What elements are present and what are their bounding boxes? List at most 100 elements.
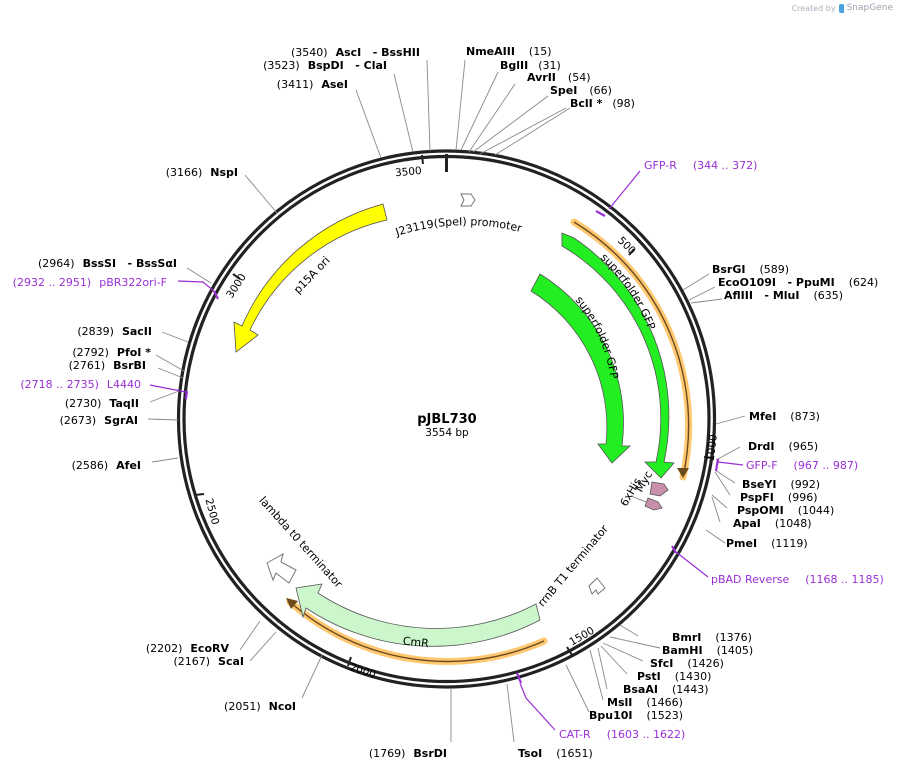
orf-arcs	[286, 218, 693, 665]
svg-text:NmeAIII(15): NmeAIII (15)	[466, 45, 552, 58]
snapgene-logo-icon	[838, 3, 844, 13]
primer-l4440[interactable]: (2718 .. 2735) L4440	[20, 378, 141, 391]
site-ncoi[interactable]: (2051) NcoI	[224, 700, 296, 713]
restriction-site-labels: NmeAIII (15) BglII (31) AvrII (54) SpeI (66)…	[38, 45, 878, 760]
svg-text:Bpu10I(1523): Bpu10I (1523)	[589, 709, 683, 722]
svg-text:(3523)BspDI - ClaI: (3523) BspDI - ClaI	[263, 59, 387, 72]
svg-text:pBAD Reverse(1168 .. 1185): pBAD Reverse (1168 .. 1185)	[711, 573, 884, 586]
svg-text:(3411)AseI: (3411) AseI	[277, 78, 348, 91]
svg-text:PmeI(1119): PmeI (1119)	[726, 537, 808, 550]
primer-pbad-reverse[interactable]: pBAD Reverse (1168 .. 1185)	[711, 573, 884, 586]
svg-text:BsrGI(589): BsrGI (589)	[712, 263, 789, 276]
site-afei[interactable]: (2586) AfeI	[72, 459, 141, 472]
svg-text:AflIII - MluI(635): AflIII - MluI (635)	[724, 289, 843, 302]
site-pspfi[interactable]: PspFI (996)	[740, 491, 818, 504]
site-nmeaiii[interactable]: NmeAIII (15)	[466, 45, 552, 58]
site-tsoi[interactable]: TsoI (1651)	[518, 747, 593, 760]
site-pfoi[interactable]: (2792) PfoI *	[72, 346, 151, 359]
backbone	[176, 149, 717, 689]
svg-text:(2673)SgrAI: (2673) SgrAI	[60, 414, 138, 427]
site-ecoo109i[interactable]: EcoO109I - PpuMI (624)	[718, 276, 878, 289]
feature-rrnb-terminator[interactable]: rrnB T1 terminator	[535, 522, 611, 609]
site-bglii[interactable]: BglII (31)	[500, 59, 561, 72]
site-lines	[147, 59, 746, 743]
svg-text:(2051)NcoI: (2051) NcoI	[224, 700, 296, 713]
feature-p15a-ori[interactable]: p15A ori	[233, 203, 388, 353]
primer-labels: GFP-R (344 .. 372) GFP-F (967 .. 987) pBAD…	[13, 159, 884, 741]
svg-text:(2839)SacII: (2839) SacII	[77, 325, 152, 338]
svg-text:ApaI(1048): ApaI (1048)	[733, 517, 811, 530]
site-bsaai[interactable]: BsaAI (1443)	[623, 683, 709, 696]
site-avrii[interactable]: AvrII (54)	[527, 71, 591, 84]
site-bseyi[interactable]: BseYI (992)	[742, 478, 820, 491]
svg-text:J23119(SpeI) promoter: J23119(SpeI) promoter	[393, 215, 524, 239]
site-pmei[interactable]: PmeI (1119)	[726, 537, 808, 550]
site-bcli[interactable]: BclI * (98)	[570, 97, 635, 110]
tick-label-3500: 3500	[395, 165, 423, 179]
site-bsrgi[interactable]: BsrGI (589)	[712, 263, 789, 276]
feature-lambda-terminator[interactable]: lambda t0 terminator	[256, 494, 345, 591]
site-sgrai[interactable]: (2673) SgrAI	[60, 414, 138, 427]
site-asci[interactable]: (3540) AscI - BssHII	[291, 46, 420, 59]
svg-text:BclI *(98): BclI * (98)	[570, 97, 635, 110]
site-apai[interactable]: ApaI (1048)	[733, 517, 811, 530]
site-sacii[interactable]: (2839) SacII	[77, 325, 152, 338]
svg-text:MfeI(873): MfeI (873)	[749, 410, 820, 423]
site-taqii[interactable]: (2730) TaqII	[65, 397, 139, 410]
svg-text:(2586)AfeI: (2586) AfeI	[72, 459, 141, 472]
svg-text:(2792)PfoI *: (2792) PfoI *	[72, 346, 151, 359]
his-tag-icon	[644, 497, 663, 511]
svg-text:(2167)ScaI: (2167) ScaI	[173, 655, 244, 668]
site-drdi[interactable]: DrdI (965)	[748, 440, 818, 453]
svg-text:BsaAI(1443): BsaAI (1443)	[623, 683, 709, 696]
site-sfci[interactable]: SfcI (1426)	[650, 657, 724, 670]
site-bamhi[interactable]: BamHI (1405)	[662, 644, 753, 657]
primer-pbr322ori-f[interactable]: (2932 .. 2951) pBR322ori-F	[13, 276, 167, 289]
primer-gfp-r[interactable]: GFP-R (344 .. 372)	[644, 159, 757, 172]
svg-text:PstI(1430): PstI (1430)	[637, 670, 711, 683]
site-bsrdi[interactable]: (1769) BsrDI	[369, 747, 447, 760]
primer-gfp-f[interactable]: GFP-F (967 .. 987)	[746, 459, 858, 472]
svg-text:BamHI(1405): BamHI (1405)	[662, 644, 753, 657]
svg-text:(3166)NspI: (3166) NspI	[166, 166, 238, 179]
site-psti[interactable]: PstI (1430)	[637, 670, 711, 683]
tick-label-2000: 2000	[348, 661, 377, 681]
feature-sfgfp-inner[interactable]: superfolder GFP	[530, 273, 632, 464]
site-bspdi[interactable]: (3523) BspDI - ClaI	[263, 59, 387, 72]
site-scai[interactable]: (2167) ScaI	[173, 655, 244, 668]
lambda-label: lambda t0 terminator	[256, 494, 345, 591]
site-asei[interactable]: (3411) AseI	[277, 78, 348, 91]
site-msli[interactable]: MslI (1466)	[607, 696, 683, 709]
terminator-arrow-icon	[588, 577, 606, 595]
site-bmri[interactable]: BmrI (1376)	[672, 631, 752, 644]
feature-promoter[interactable]: J23119(SpeI) promoter	[393, 193, 524, 239]
primer-cat-r[interactable]: CAT-R (1603 .. 1622)	[559, 728, 685, 741]
site-afliii[interactable]: AflIII - MluI (635)	[724, 289, 843, 302]
site-ecorv[interactable]: (2202) EcoRV	[146, 642, 230, 655]
site-mfei[interactable]: MfeI (873)	[749, 410, 820, 423]
promoter-arrow-icon	[460, 193, 476, 207]
plasmid-length: 3554 bp	[425, 427, 469, 439]
plasmid-name: pJBL730	[417, 412, 476, 427]
feature-cmr[interactable]: CmR	[295, 583, 541, 650]
tick-label-1000: 1000	[705, 434, 720, 462]
svg-text:BseYI(992): BseYI (992)	[742, 478, 820, 491]
svg-text:(3540)AscI - BssHII: (3540) AscI - BssHII	[291, 46, 420, 59]
snapgene-credit: Created by SnapGene	[792, 3, 893, 13]
svg-text:(1769)BsrDI: (1769) BsrDI	[369, 747, 447, 760]
rrnb-label: rrnB T1 terminator	[535, 522, 611, 609]
site-bpu10i[interactable]: Bpu10I (1523)	[589, 709, 683, 722]
svg-text:PspOMI(1044): PspOMI (1044)	[737, 504, 834, 517]
svg-text:GFP-F(967 .. 987): GFP-F (967 .. 987)	[746, 459, 858, 472]
site-nspi[interactable]: (3166) NspI	[166, 166, 238, 179]
site-bsssi[interactable]: (2964) BssSI - BssSαI	[38, 257, 177, 270]
svg-text:AvrII(54): AvrII (54)	[527, 71, 591, 84]
credit-brand: SnapGene	[846, 3, 893, 13]
site-spei[interactable]: SpeI (66)	[550, 84, 612, 97]
site-pspomi[interactable]: PspOMI (1044)	[737, 504, 834, 517]
site-bsrbi[interactable]: (2761) BsrBI	[69, 359, 146, 372]
promoter-label: J23119(SpeI) promoter	[393, 215, 524, 239]
cmr-label: CmR	[402, 634, 430, 650]
svg-text:DrdI(965): DrdI (965)	[748, 440, 818, 453]
